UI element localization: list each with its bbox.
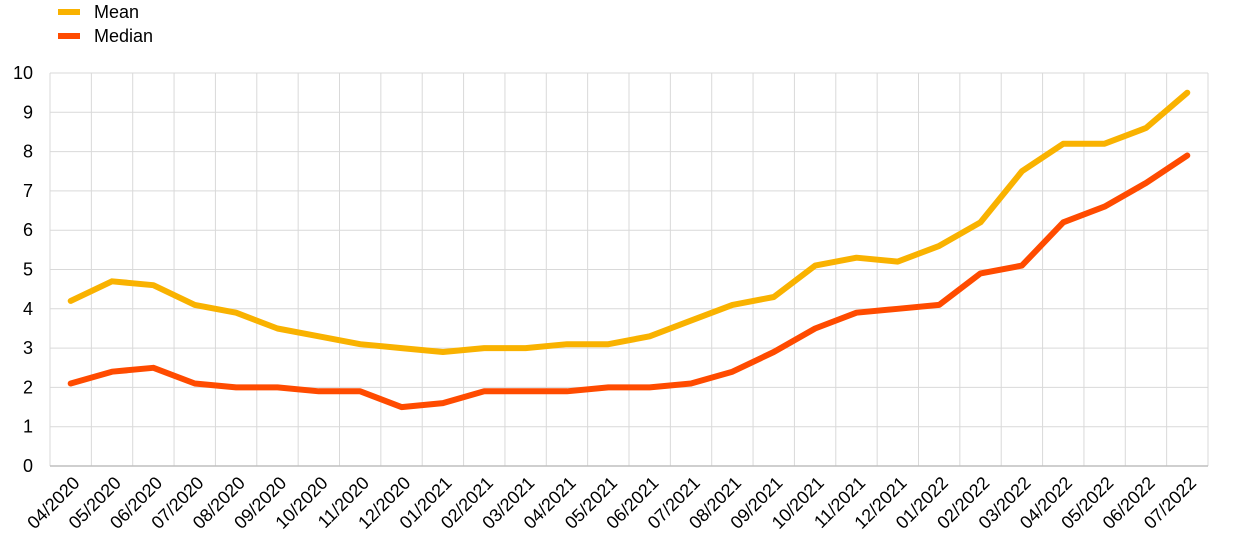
legend-swatch-mean: [58, 9, 80, 15]
legend-item-median: Median: [58, 24, 153, 48]
y-tick-label-2: 2: [23, 377, 33, 397]
y-tick-label-0: 0: [23, 456, 33, 476]
y-tick-label-10: 10: [13, 63, 33, 83]
y-tick-label-8: 8: [23, 142, 33, 162]
legend-swatch-median: [58, 33, 80, 39]
y-tick-label-4: 4: [23, 299, 33, 319]
y-tick-label-1: 1: [23, 417, 33, 437]
y-tick-label-7: 7: [23, 181, 33, 201]
legend-item-mean: Mean: [58, 0, 153, 24]
legend-label-median: Median: [94, 25, 154, 46]
legend: Mean Median: [58, 0, 153, 48]
y-tick-label-9: 9: [23, 102, 33, 122]
y-tick-label-3: 3: [23, 338, 33, 358]
y-tick-label-6: 6: [23, 220, 33, 240]
y-tick-label-5: 5: [23, 260, 33, 280]
series-line-median: [67, 152, 1191, 411]
series-line-mean: [67, 89, 1191, 355]
legend-label-mean: Mean: [94, 1, 140, 22]
